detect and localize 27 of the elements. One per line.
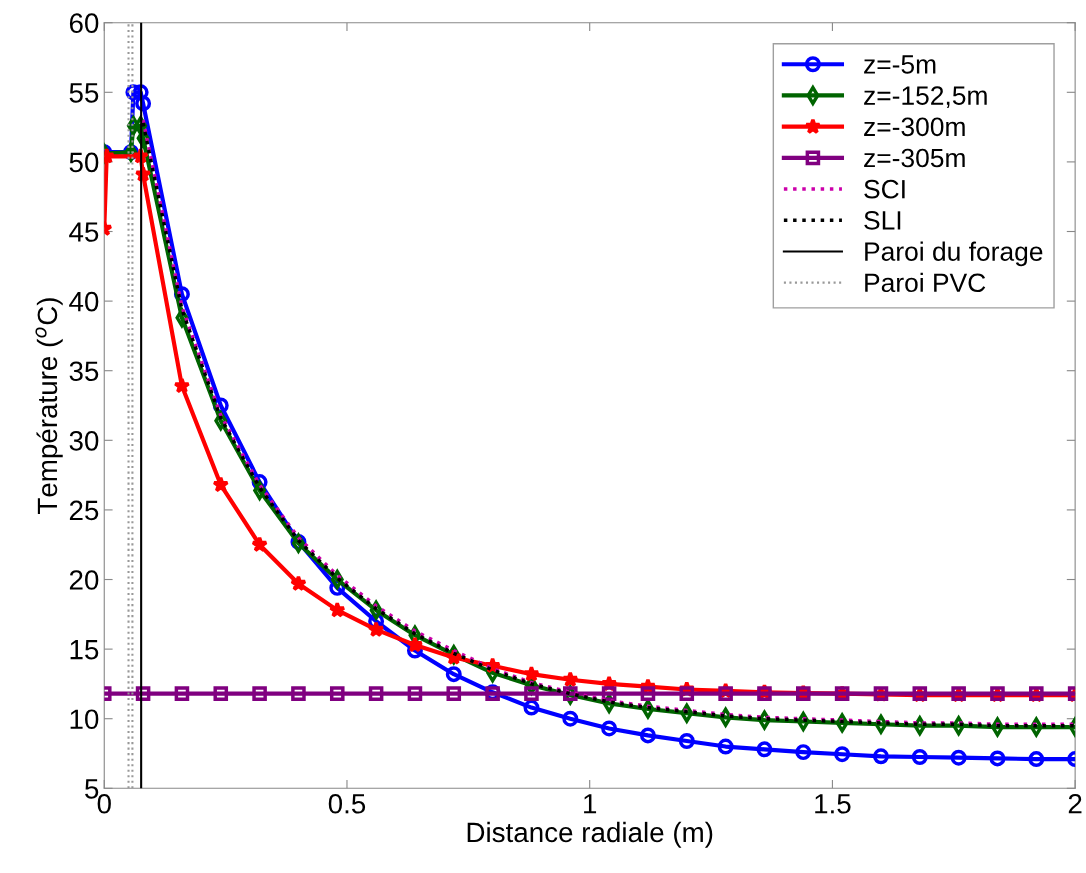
x-tick-label: 1.5 (815, 794, 851, 814)
legend-label: z=-152,5m (864, 86, 987, 109)
x-tick-label: 0.5 (328, 793, 366, 814)
legend-label: SLI (864, 211, 901, 230)
y-tick-label: 25 (69, 500, 99, 521)
y-tick-label: 15 (70, 640, 99, 660)
y-tick-label: 55 (69, 83, 99, 103)
y-tick-label: 45 (69, 222, 99, 242)
y-tick-label: 40 (69, 291, 99, 312)
y-tick-label: 50 (69, 152, 99, 173)
y-axis-title: Température ($^{o}$C) (35, 298, 63, 515)
legend-label: z=-5m (864, 55, 936, 74)
legend-label: z=-300m (864, 117, 965, 137)
y-tick-label: 20 (69, 570, 99, 590)
y-tick-label: 10 (70, 709, 99, 730)
legend-label: z=-305m (864, 148, 965, 168)
y-tick-label: 35 (69, 361, 99, 382)
legend-label: Paroi du forage (865, 241, 1043, 267)
x-axis-title: Distance radiale (m) (467, 821, 713, 848)
x-tick-label: 2 (1068, 793, 1082, 814)
x-tick-label: 1 (584, 794, 597, 814)
y-tick-label: 5 (85, 779, 99, 799)
legend-label: SCI (864, 179, 905, 199)
y-tick-label: 30 (69, 430, 99, 451)
y-tick-label: 60 (69, 13, 99, 34)
legend-label: Paroi PVC (865, 272, 986, 293)
x-tick-label: 0 (97, 793, 111, 814)
